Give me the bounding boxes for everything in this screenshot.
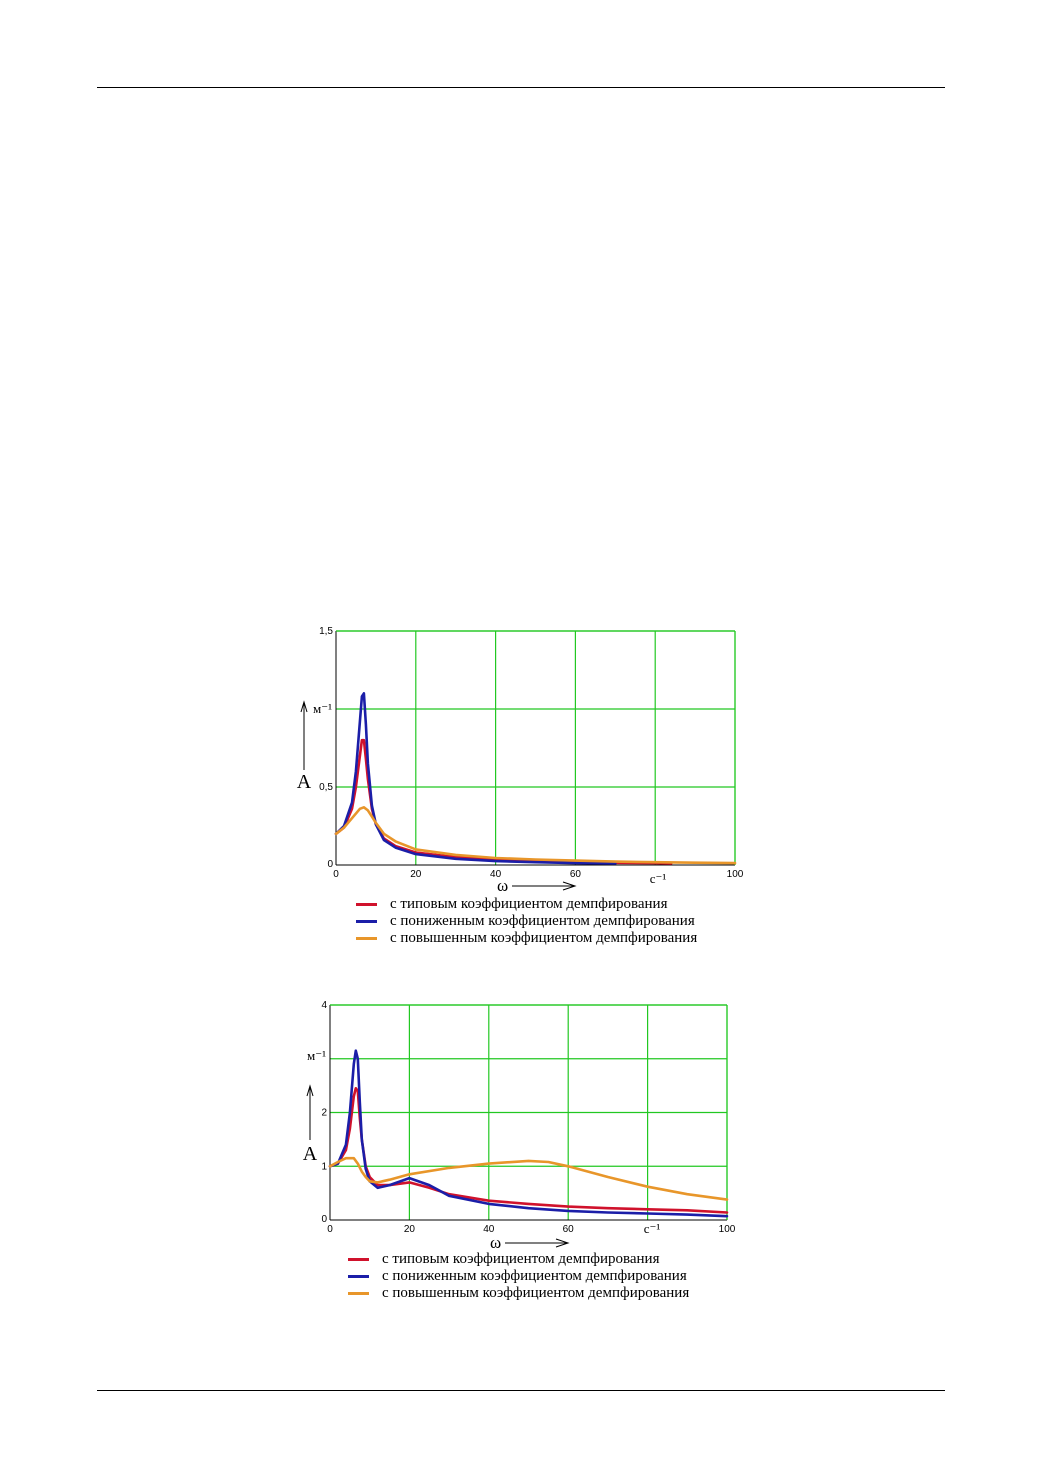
legend-swatch	[356, 920, 377, 923]
legend-label: с пониженным коэффициентом демпфирования	[390, 913, 695, 929]
footer-rule	[97, 1390, 945, 1391]
y-unit-label: м⁻¹	[307, 1048, 326, 1063]
legend-1: с типовым коэффициентом демпфирования с …	[356, 896, 697, 947]
x-unit-label: с⁻¹	[644, 1221, 661, 1236]
header-rule	[97, 87, 945, 88]
legend-item: с пониженным коэффициентом демпфирования	[356, 913, 697, 930]
x-tick-label: 40	[483, 1224, 495, 1235]
legend-label: с повышенным коэффициентом демпфирования	[390, 930, 698, 946]
legend-item: с пониженным коэффициентом демпфирования	[348, 1268, 689, 1285]
legend-swatch	[356, 903, 377, 906]
series-line	[334, 805, 737, 865]
y-arrow-head	[300, 700, 308, 713]
y-unit-label: м⁻¹	[313, 701, 332, 716]
y-tick-label: 1,5	[319, 626, 333, 637]
series-line	[328, 1156, 729, 1201]
y-tick-label: 2	[321, 1108, 327, 1119]
y-tick-label: 1	[321, 1161, 327, 1172]
legend-label: с типовым коэффициентом демпфирования	[382, 1251, 660, 1267]
y-tick-label: 0	[321, 1214, 327, 1225]
x-unit-label: с⁻¹	[650, 871, 667, 886]
x-tick-label: 20	[410, 869, 422, 880]
x-arrow-head	[562, 881, 577, 891]
chart-1: 0 20 40 60 100 0 0,5 1,5 м⁻¹ Aω с⁻¹	[297, 626, 744, 895]
series-line	[328, 1049, 729, 1218]
y-arrow-head	[306, 1084, 314, 1097]
legend-label: с пониженным коэффициентом демпфирования	[382, 1268, 687, 1284]
legend-item: с повышенным коэффициентом демпфирования	[348, 1285, 689, 1302]
x-axis-label: ω	[490, 1233, 501, 1252]
legend-swatch	[348, 1292, 369, 1295]
legend-2: с типовым коэффициентом демпфирования с …	[348, 1251, 689, 1302]
x-tick-label: 100	[727, 869, 744, 880]
y-axis-label: A	[297, 771, 312, 793]
legend-label: с повышенным коэффициентом демпфирования	[382, 1285, 690, 1301]
x-tick-label: 40	[490, 869, 502, 880]
legend-item: с повышенным коэффициентом демпфирования	[356, 930, 697, 947]
legend-swatch	[348, 1258, 369, 1261]
x-tick-label: 0	[327, 1224, 333, 1235]
legend-swatch	[348, 1275, 369, 1278]
x-tick-label: 100	[719, 1224, 736, 1235]
y-tick-label: 0,5	[319, 782, 333, 793]
x-arrow-head	[555, 1238, 570, 1248]
x-tick-label: 0	[333, 869, 339, 880]
legend-label: с типовым коэффициентом демпфирования	[390, 896, 668, 912]
legend-item: с типовым коэффициентом демпфирования	[348, 1251, 689, 1268]
y-tick-label: 4	[321, 1000, 327, 1011]
x-tick-label: 60	[570, 869, 582, 880]
chart-2: 0 20 40 60 100 0 1 2 4 м⁻¹ Aω с⁻¹	[303, 1000, 736, 1252]
x-tick-label: 20	[404, 1224, 416, 1235]
series-line	[334, 692, 617, 865]
x-axis-label: ω	[497, 876, 508, 895]
y-axis-label: A	[303, 1143, 318, 1165]
legend-swatch	[356, 937, 377, 940]
x-tick-label: 60	[563, 1224, 575, 1235]
y-tick-label: 0	[327, 859, 333, 870]
series-line	[328, 1087, 729, 1214]
legend-item: с типовым коэффициентом демпфирования	[356, 896, 697, 913]
